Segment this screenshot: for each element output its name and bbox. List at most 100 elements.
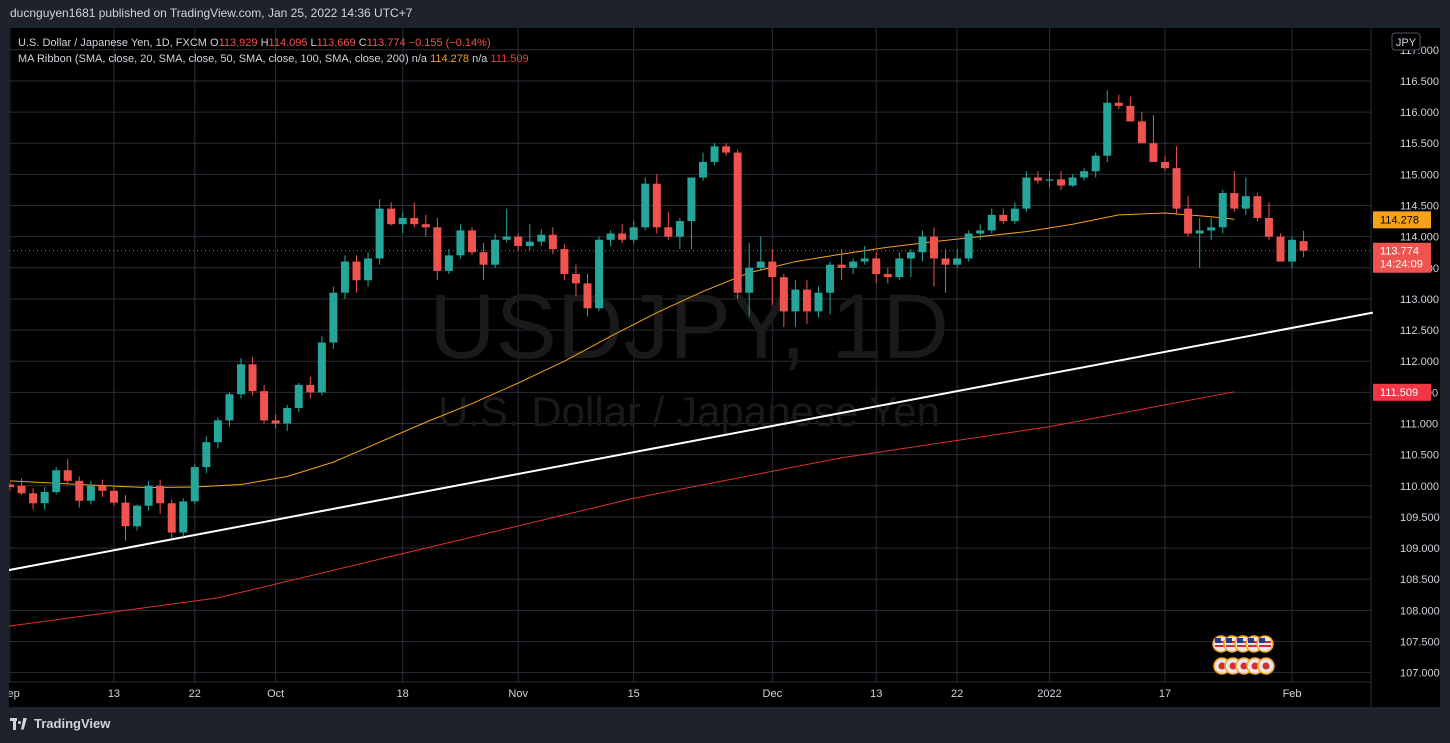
price-tick-label: 112.500	[1400, 325, 1439, 337]
price-tick-label: 109.500	[1400, 512, 1440, 524]
published-header: ducnguyen1681 published on TradingView.c…	[10, 6, 412, 20]
candle-body	[560, 249, 569, 275]
candle-body	[987, 214, 996, 231]
candle-body	[1195, 230, 1204, 234]
candle-body	[29, 493, 38, 504]
candle-body	[190, 467, 199, 502]
high-value: 114.095	[268, 37, 308, 49]
price-tick-label: 107.000	[1400, 668, 1440, 680]
candle-body	[17, 485, 26, 494]
footer-brand-text: TradingView	[34, 716, 111, 731]
candle-body	[756, 261, 765, 268]
candle-body	[595, 239, 604, 309]
flag-stripe	[1259, 645, 1271, 647]
ma200-value: 111.509	[490, 53, 529, 65]
candle-body	[340, 261, 349, 293]
candle-body	[144, 485, 153, 506]
candle-body	[1241, 196, 1250, 209]
candle-body	[98, 485, 107, 491]
candle-body	[976, 230, 985, 234]
flag-disc	[1240, 662, 1248, 670]
price-tick-label: 112.000	[1400, 356, 1439, 368]
chart-area[interactable]: USDJPY, 1D U.S. Dollar / Japanese Yen 107.…	[9, 28, 1440, 707]
flag-stripe	[1237, 645, 1249, 647]
footer-brand[interactable]: TradingView	[10, 716, 110, 731]
ma-ribbon-description[interactable]: MA Ribbon (SMA, close, 20, SMA, close, 5…	[18, 53, 409, 65]
time-tick-label: 13	[870, 688, 882, 700]
candle-body	[1184, 208, 1193, 234]
currency-label: JPY	[1396, 37, 1417, 49]
trendline	[9, 311, 1374, 572]
time-tick-label: 2022	[1037, 688, 1061, 700]
time-tick-label: 22	[189, 688, 201, 700]
candle-body	[906, 252, 915, 259]
candle-body	[109, 490, 118, 503]
candle-body	[629, 227, 638, 240]
candle-body	[537, 234, 546, 242]
flag-stripe	[1226, 645, 1238, 647]
candle-body	[1172, 168, 1181, 209]
candle-body	[514, 236, 523, 246]
open-label: O	[210, 37, 219, 49]
candle-body	[699, 161, 707, 178]
candle-body	[802, 289, 811, 312]
flag-disc	[1229, 662, 1237, 670]
ma50-value: 114.278	[430, 53, 470, 65]
price-chart[interactable]: USDJPY, 1D U.S. Dollar / Japanese Yen 107.…	[9, 28, 1440, 707]
candle-body	[953, 258, 962, 265]
candle-body	[167, 503, 176, 533]
price-tick-label: 110.500	[1400, 450, 1439, 462]
price-tick-label: 116.000	[1400, 107, 1439, 119]
candle-body	[525, 241, 534, 246]
candle-body	[548, 234, 557, 250]
candle-body	[433, 227, 442, 271]
candle-body	[491, 239, 500, 265]
symbol-description[interactable]: U.S. Dollar / Japanese Yen, 1D, FXCM	[18, 37, 207, 49]
sma200-price-badge: 111.509	[1380, 387, 1418, 399]
low-label: L	[310, 37, 317, 49]
candle-body	[930, 236, 938, 259]
candle-body	[179, 501, 188, 533]
candle-body	[421, 224, 430, 228]
candle-body	[768, 261, 777, 278]
candle-body	[202, 442, 211, 468]
time-tick-label: 18	[397, 688, 409, 700]
last-price-badge-bg	[1373, 242, 1431, 273]
flag-stripe	[1248, 645, 1260, 647]
time-tick-label: 13	[108, 688, 120, 700]
candle-body	[40, 492, 49, 504]
last-price-badge: 113.774	[1380, 246, 1419, 258]
candle-body	[641, 183, 650, 228]
candle-body	[1253, 196, 1262, 218]
flag-stripe	[1215, 645, 1227, 647]
candle-body	[1137, 121, 1146, 144]
candle-body	[260, 391, 269, 421]
candle-body	[398, 217, 407, 225]
candle-body	[872, 258, 881, 275]
flag-disc	[1262, 662, 1270, 670]
time-tick-label: 17	[1159, 688, 1171, 700]
candle-body	[329, 292, 338, 343]
candle-body	[860, 258, 869, 262]
candle-body	[883, 274, 892, 278]
candle-body	[86, 485, 95, 501]
candle-body	[779, 277, 788, 312]
price-tick-label: 109.000	[1400, 543, 1440, 555]
candle-body	[1045, 179, 1054, 181]
open-value: 113.929	[218, 37, 258, 49]
candle-body	[52, 470, 61, 493]
candle-body	[468, 230, 476, 253]
candle-body	[1022, 177, 1031, 209]
candle-body	[456, 230, 465, 256]
candle-body	[722, 146, 731, 153]
price-tick-label: 110.000	[1400, 481, 1439, 493]
sma200-price-badge-bg	[1373, 383, 1431, 401]
candle-body	[444, 255, 453, 271]
candle-body	[1218, 193, 1227, 228]
candle-body	[9, 484, 14, 488]
candle-body	[502, 236, 511, 240]
symbol-row: U.S. Dollar / Japanese Yen, 1D, FXCM O11…	[18, 35, 529, 51]
candle-body	[583, 283, 592, 309]
candle-body	[675, 221, 684, 237]
candle-body	[283, 407, 292, 424]
